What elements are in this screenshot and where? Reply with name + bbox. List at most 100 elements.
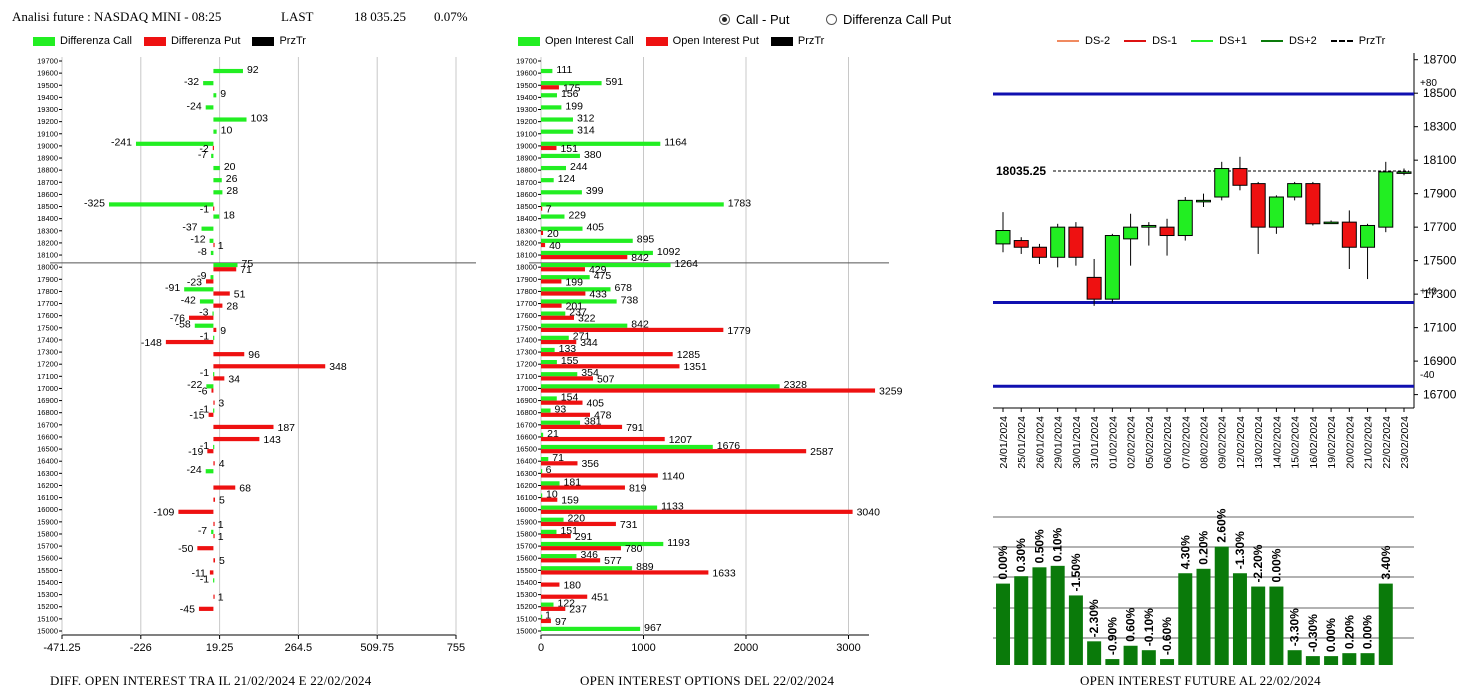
diff-bar — [213, 461, 215, 466]
future-oi-bar — [1032, 567, 1047, 665]
diff-data-label: 1 — [218, 531, 224, 543]
oi-bar — [541, 497, 558, 502]
oi-bar — [541, 529, 557, 534]
future-x-tick-label: 23/02/2024 — [1399, 416, 1411, 469]
oi-bar — [541, 566, 633, 571]
oi-x-tick-label: 2000 — [734, 642, 758, 654]
oi-data-label: 1779 — [727, 325, 751, 337]
diff-data-label: 5 — [219, 555, 225, 567]
diff-bar — [213, 444, 215, 450]
diff-bar — [213, 400, 215, 405]
diff-data-label: -241 — [111, 137, 132, 149]
diff-bar — [194, 323, 214, 328]
oi-data-label: 312 — [577, 112, 595, 124]
radio-diff-call-put[interactable]: Differenza Call Put — [826, 12, 951, 27]
diff-x-tick-label: 755 — [447, 642, 465, 654]
oi-bar — [541, 359, 557, 365]
oi-strike-label: 15500 — [516, 566, 537, 575]
diff-data-label: 68 — [239, 482, 251, 494]
diff-bar — [210, 275, 214, 280]
future-candle-body — [1287, 183, 1303, 198]
oi-bar — [541, 400, 583, 405]
footer-future: OPEN INTEREST FUTURE AL 22/02/2024 — [1080, 673, 1321, 688]
legend-item: PrzTr — [797, 35, 825, 47]
diff-data-label: -7 — [198, 149, 207, 161]
diff-data-label: 9 — [220, 88, 226, 100]
radio-unselected-icon[interactable] — [826, 14, 837, 25]
oi-data-label: 314 — [577, 125, 595, 137]
oi-bar — [541, 376, 593, 381]
oi-bar — [541, 444, 713, 450]
radio-call-put[interactable]: Call - Put — [719, 12, 789, 27]
diff-bar — [213, 267, 237, 272]
oi-strike-label: 16800 — [516, 408, 537, 417]
oi-strike-label: 18400 — [516, 214, 537, 223]
diff-bar — [211, 153, 214, 159]
future-oi-bar — [1251, 586, 1266, 665]
oi-strike-label: 17300 — [516, 348, 537, 357]
future-candle-body — [995, 230, 1011, 245]
future-y-tick-label: 16700 — [1423, 388, 1457, 402]
oi-strike-label: 16100 — [516, 493, 537, 502]
diff-data-label: -2 — [199, 143, 208, 155]
legend-item: Differenza Call — [60, 35, 132, 47]
oi-bar — [541, 570, 709, 575]
diff-strike-label: 15800 — [37, 529, 58, 538]
diff-data-label: -37 — [182, 222, 197, 234]
diff-data-label: -1 — [200, 331, 209, 343]
future-x-tick-label: 30/01/2024 — [1071, 416, 1083, 469]
oi-data-label: 124 — [558, 173, 576, 185]
oi-data-label: 220 — [568, 513, 586, 525]
oi-bar — [541, 626, 641, 631]
legend-ds-2-line — [1057, 40, 1079, 42]
diff-bar — [205, 469, 214, 474]
oi-bar — [541, 279, 562, 284]
diff-data-label: -23 — [187, 276, 202, 288]
oi-bar — [541, 93, 557, 98]
oi-bar — [541, 352, 673, 357]
diff-data-label: -50 — [178, 543, 193, 555]
oi-data-label: 507 — [597, 373, 615, 385]
diff-bar — [213, 594, 215, 599]
diff-strike-label: 16500 — [37, 445, 58, 454]
oi-data-label: 405 — [587, 398, 605, 410]
diff-strike-label: 15900 — [37, 517, 58, 526]
oi-strike-label: 18600 — [516, 190, 537, 199]
oi-strike-label: 17700 — [516, 299, 537, 308]
radio-selected-icon[interactable] — [719, 14, 730, 25]
future-oi-data-label: -2.20% — [1251, 544, 1265, 582]
legend-przTr-line — [1330, 40, 1353, 42]
diff-data-label: -109 — [153, 507, 174, 519]
diff-data-label: -32 — [184, 76, 199, 88]
oi-data-label: 20 — [547, 228, 559, 240]
future-oi-data-label: 3.40% — [1379, 545, 1393, 579]
diff-bar — [205, 105, 214, 110]
diff-data-label: -1 — [200, 573, 209, 585]
oi-strike-label: 19300 — [516, 105, 537, 114]
diff-strike-label: 19300 — [37, 105, 58, 114]
future-oi-data-label: 0.00% — [1361, 615, 1375, 649]
diff-bar — [178, 509, 214, 514]
diff-bar — [201, 226, 214, 231]
oi-bar — [541, 485, 625, 490]
diff-bar — [213, 303, 223, 308]
diff-data-label: -1 — [200, 404, 209, 416]
oi-bar — [541, 408, 551, 413]
oi-data-label: 344 — [580, 337, 598, 349]
oi-data-label: 271 — [573, 331, 591, 343]
oi-strike-label: 17000 — [516, 384, 537, 393]
future-oi-bar — [1050, 565, 1065, 665]
future-oi-bar — [1123, 645, 1138, 665]
oi-bar — [541, 250, 653, 256]
diff-bar — [213, 424, 274, 430]
oi-bar — [541, 509, 853, 514]
oi-bar — [541, 602, 554, 607]
diff-strike-label: 16400 — [37, 457, 58, 466]
diff-bar — [213, 206, 215, 211]
diff-bar — [213, 497, 216, 502]
oi-strike-label: 15600 — [516, 554, 537, 563]
diff-bar — [213, 578, 215, 583]
oi-x-tick-label: 3000 — [836, 642, 860, 654]
oi-bar — [541, 384, 780, 389]
diff-data-label: 5 — [219, 495, 225, 507]
